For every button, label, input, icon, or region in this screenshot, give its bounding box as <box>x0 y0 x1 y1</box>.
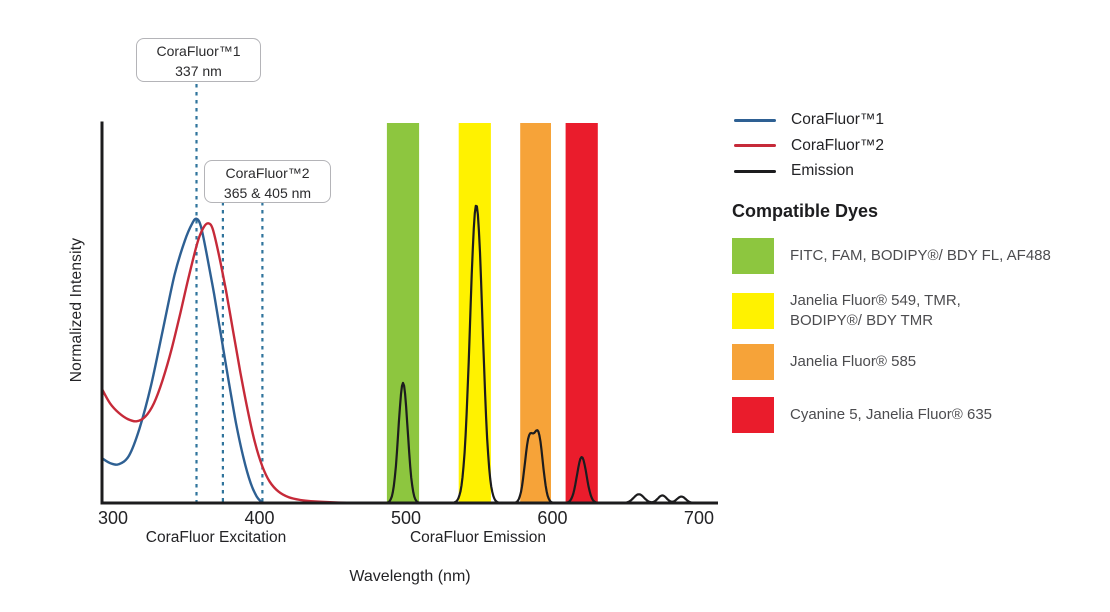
legend-item-corafluor1: CoraFluor™1 <box>734 111 884 129</box>
legend-item-emission: Emission <box>734 162 884 180</box>
legend-label-corafluor2: CoraFluor™2 <box>791 136 885 154</box>
dye-label-red: Cyanine 5, Janelia Fluor® 635 <box>790 405 993 423</box>
dye-swatch-orange <box>732 344 774 380</box>
y-axis-label: Normalized Intensity <box>68 237 85 383</box>
dye-row-yellow: Janelia Fluor® 549, TMR, BODIPY®/ BDY TM… <box>732 291 961 332</box>
annotation-corafluor1-value: 337 nm <box>175 62 222 79</box>
dye-label-green: FITC, FAM, BODIPY®/ BDY FL, AF488 <box>790 246 1051 264</box>
compatible-dyes-heading: Compatible Dyes <box>732 201 879 221</box>
dye-row-red: Cyanine 5, Janelia Fluor® 635 <box>732 397 992 433</box>
x-tick-600: 600 <box>537 508 568 528</box>
legend-label-emission: Emission <box>791 162 854 179</box>
filter-band-green <box>386 123 420 503</box>
dye-label-orange: Janelia Fluor® 585 <box>790 352 917 370</box>
filter-band-orange <box>520 123 551 503</box>
annotation-corafluor1: CoraFluor™1 337 nm <box>136 38 261 82</box>
filter-band-yellow <box>458 123 491 503</box>
legend-line-emission <box>734 169 776 173</box>
filter-band-red <box>565 123 598 503</box>
x-tick-700: 700 <box>683 508 714 528</box>
legend: CoraFluor™1 CoraFluor™2 Emission <box>734 111 884 180</box>
excitation-curve-corafluor2 <box>100 222 361 504</box>
legend-item-corafluor2: CoraFluor™2 <box>734 137 884 155</box>
x-section-label-excitation: CoraFluor Excitation <box>145 529 287 546</box>
annotation-corafluor2: CoraFluor™2 365 & 405 nm <box>204 160 331 203</box>
dye-row-green: FITC, FAM, BODIPY®/ BDY FL, AF488 <box>732 238 1051 274</box>
legend-line-corafluor2 <box>734 144 776 147</box>
x-tick-400: 400 <box>244 508 275 528</box>
dye-swatch-red <box>732 397 774 433</box>
annotation-corafluor2-title: CoraFluor™2 <box>225 165 310 181</box>
legend-label-corafluor1: CoraFluor™1 <box>791 111 885 128</box>
dye-row-orange: Janelia Fluor® 585 <box>732 344 916 380</box>
annotation-corafluor1-title: CoraFluor™1 <box>156 43 241 59</box>
dye-swatch-yellow <box>732 293 774 330</box>
dye-swatch-green <box>732 238 774 274</box>
x-section-label-emission: CoraFluor Emission <box>409 529 547 546</box>
x-tick-300: 300 <box>97 508 129 528</box>
annotation-corafluor2-value: 365 & 405 nm <box>223 184 312 201</box>
dye-label-yellow: Janelia Fluor® 549, TMR, BODIPY®/ BDY TM… <box>790 292 961 330</box>
legend-line-corafluor1 <box>734 118 776 122</box>
x-tick-500: 500 <box>390 508 421 528</box>
excitation-curve-corafluor1 <box>100 217 266 505</box>
emission-curve <box>361 204 718 505</box>
x-axis-label: Wavelength (nm) <box>349 568 471 585</box>
